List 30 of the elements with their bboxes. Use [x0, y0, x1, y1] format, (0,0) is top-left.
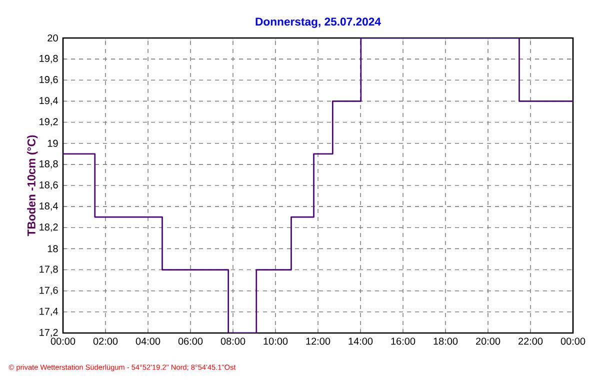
y-axis-title: TBoden -10cm (°C) [27, 135, 38, 236]
y-tick-label: 19,6 [40, 76, 58, 84]
x-tick-label: 22:00 [518, 338, 543, 345]
y-tick-label: 18,4 [40, 202, 58, 211]
x-tick-label: 20:00 [476, 338, 500, 345]
x-tick-label: 08:00 [220, 338, 246, 345]
x-tick-label: 02:00 [93, 338, 118, 345]
y-tick-label: 17,4 [40, 308, 58, 316]
y-tick-label: 20 [48, 34, 58, 42]
x-tick-label: 06:00 [178, 338, 203, 345]
x-tick-label: 14:00 [348, 338, 373, 345]
x-tick-label: 18:00 [434, 338, 458, 345]
y-tick-label: 19 [48, 140, 58, 147]
y-tick-label: 17,8 [40, 266, 58, 274]
y-tick-label: 19,8 [40, 54, 58, 64]
x-tick-label: 12:00 [306, 338, 330, 345]
y-tick-label: 18 [48, 245, 58, 252]
y-tick-label: 18,6 [40, 181, 58, 190]
x-tick-label: 00:00 [560, 338, 586, 345]
x-tick-label: 00:00 [50, 338, 76, 345]
y-tick-label: 18,2 [40, 223, 58, 232]
y-tick-label: 19,4 [40, 97, 58, 106]
y-tick-label: 17,6 [40, 286, 58, 295]
chart-title: Donnerstag, 25.07.2024 [256, 18, 381, 28]
x-tick-label: 10:00 [264, 338, 288, 345]
y-tick-label: 18,8 [40, 160, 58, 169]
y-tick-label: 17,2 [40, 328, 58, 338]
x-tick-label: 04:00 [136, 338, 160, 345]
y-tick-label: 19,2 [40, 118, 58, 126]
x-tick-label: 16:00 [391, 338, 416, 345]
